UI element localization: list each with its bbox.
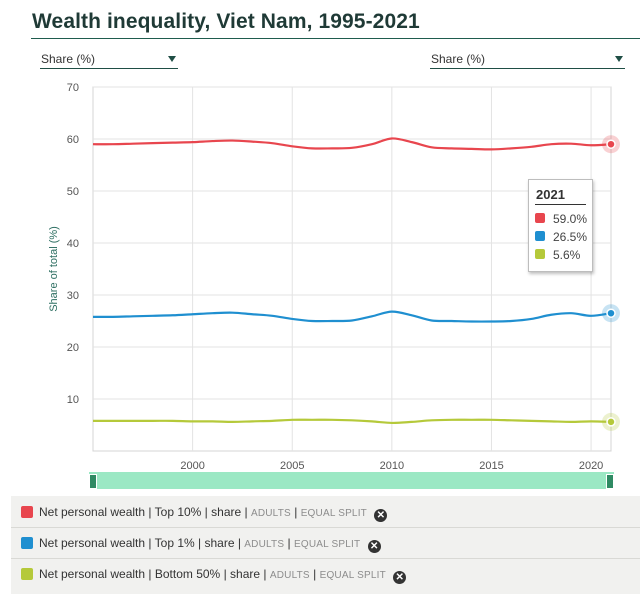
page-title: Wealth inequality, Viet Nam, 1995-2021	[32, 10, 420, 33]
legend-text: Net personal wealth | Top 1% | share | A…	[39, 536, 381, 553]
y-tick-label: 50	[67, 186, 79, 198]
x-tick-label: 2010	[380, 460, 404, 470]
unit-select-right[interactable]: Share (%)	[430, 50, 625, 69]
tooltip-year: 2021	[536, 187, 565, 202]
legend-measure: share	[211, 505, 242, 519]
legend-population: ADULTS	[250, 508, 291, 519]
tooltip-value-top10: 59.0%	[553, 212, 588, 226]
legend-unit: EQUAL SPLIT	[319, 570, 386, 581]
tooltip-value-bottom50: 5.6%	[553, 248, 581, 262]
hover-point-0	[606, 139, 616, 149]
legend-group: Top 1%	[154, 536, 195, 550]
legend-text: Net personal wealth | Top 10% | share | …	[39, 505, 388, 522]
range-slider-start-handle[interactable]	[89, 474, 97, 489]
series-line-1	[92, 310, 612, 323]
y-tick-label: 10	[67, 394, 79, 406]
range-slider[interactable]	[89, 472, 614, 489]
legend-unit: EQUAL SPLIT	[294, 539, 361, 550]
legend-measure: share	[230, 567, 261, 581]
legend-swatch	[21, 506, 33, 518]
legend-unit: EQUAL SPLIT	[300, 508, 367, 519]
title-divider	[31, 38, 640, 39]
tooltip-divider	[535, 204, 586, 205]
chevron-down-icon	[168, 56, 176, 62]
close-icon[interactable]: ✕	[367, 540, 381, 553]
chart-tooltip: 2021 59.0% 26.5% 5.6%	[528, 179, 593, 272]
series-line-2	[93, 418, 612, 425]
unit-select-left-label: Share (%)	[41, 52, 96, 66]
unit-select-left[interactable]: Share (%)	[40, 50, 178, 69]
legend-swatch	[21, 537, 33, 549]
hover-point-1	[606, 308, 616, 318]
tooltip-swatch-bottom50	[535, 249, 545, 259]
series-line-0	[92, 137, 612, 151]
series-legend: Net personal wealth | Top 10% | share | …	[11, 496, 640, 594]
x-tick-label: 2020	[579, 460, 603, 470]
y-tick-label: 30	[67, 290, 79, 302]
legend-item-top10[interactable]: Net personal wealth | Top 10% | share | …	[11, 496, 640, 528]
x-tick-label: 2015	[479, 460, 503, 470]
legend-variable: Net personal wealth	[39, 505, 146, 519]
y-tick-label: 40	[67, 238, 79, 250]
line-chart[interactable]: 10 20 30 40 50 60 70 2000 2005 2010 2015 2020 Share …	[0, 70, 640, 470]
y-tick-label: 70	[67, 82, 79, 94]
legend-variable: Net personal wealth	[39, 567, 146, 581]
unit-select-right-label: Share (%)	[431, 52, 486, 66]
legend-group: Bottom 50%	[154, 567, 221, 581]
tooltip-swatch-top10	[535, 213, 545, 223]
x-tick-label: 2000	[180, 460, 204, 470]
tooltip-swatch-top1	[535, 231, 545, 241]
legend-item-top1[interactable]: Net personal wealth | Top 1% | share | A…	[11, 527, 640, 559]
chevron-down-icon	[615, 56, 623, 62]
tooltip-value-top1: 26.5%	[553, 230, 588, 244]
legend-measure: share	[204, 536, 235, 550]
close-icon[interactable]: ✕	[374, 509, 388, 522]
legend-swatch	[21, 568, 33, 580]
legend-group: Top 10%	[154, 505, 202, 519]
y-axis-label: Share of total (%)	[48, 226, 60, 312]
legend-item-bottom50[interactable]: Net personal wealth | Bottom 50% | share…	[11, 558, 640, 589]
y-tick-label: 60	[67, 134, 79, 146]
legend-population: ADULTS	[269, 570, 310, 581]
range-slider-end-handle[interactable]	[606, 474, 614, 489]
legend-text: Net personal wealth | Bottom 50% | share…	[39, 567, 407, 584]
y-tick-label: 20	[67, 342, 79, 354]
x-tick-label: 2005	[280, 460, 304, 470]
close-icon[interactable]: ✕	[393, 571, 407, 584]
hover-point-2	[606, 417, 616, 427]
legend-population: ADULTS	[244, 539, 285, 550]
legend-variable: Net personal wealth	[39, 536, 146, 550]
